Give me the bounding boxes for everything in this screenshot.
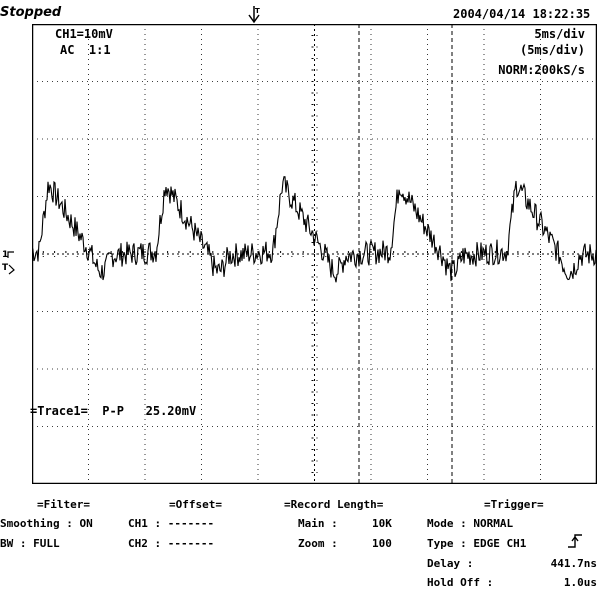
record-length-title: =Record Length= xyxy=(284,498,384,511)
offset-ch1: CH1 : ------- xyxy=(128,517,215,530)
trigger-type: Type : EDGE CH1 xyxy=(427,537,527,550)
trigger-holdoff-label: Hold Off : xyxy=(427,576,494,589)
acq-mode-rate: NORM:200kS/s xyxy=(498,63,585,77)
svg-text:T: T xyxy=(2,263,9,273)
trigger-title: =Trigger= xyxy=(484,498,544,511)
filter-smoothing: Smoothing : ON xyxy=(0,517,93,530)
channel-scale: CH1=10mV xyxy=(55,27,113,41)
offset-ch2: CH2 : ------- xyxy=(128,537,215,550)
channel-coupling: AC 1:1 xyxy=(60,43,111,57)
ch1-trace xyxy=(32,176,597,283)
trigger-delay-value: 441.7ns xyxy=(550,557,597,570)
offset-title: =Offset= xyxy=(169,498,222,511)
svg-text:1: 1 xyxy=(2,250,8,260)
record-zoom-value: 100 xyxy=(372,537,392,550)
trigger-mode: Mode : NORMAL xyxy=(427,517,514,530)
record-main-value: 10K xyxy=(372,517,392,530)
acquisition-status: Stopped xyxy=(0,5,62,20)
filter-title: =Filter= xyxy=(37,498,90,511)
time-div-paren: (5ms/div) xyxy=(519,43,585,57)
ground-level-marker-icon: 1 T xyxy=(2,250,15,275)
date-time: 2004/04/14 18:22:35 xyxy=(453,7,591,21)
waveform-display xyxy=(32,24,597,484)
record-main-label: Main : xyxy=(298,517,338,530)
rising-edge-icon xyxy=(568,534,582,548)
record-zoom-label: Zoom : xyxy=(298,537,338,550)
trigger-position-icon: T xyxy=(248,6,260,24)
svg-text:T: T xyxy=(255,7,260,15)
measurement-readout: =Trace1= P-P 25.20mV xyxy=(30,404,197,418)
time-div: 5ms/div xyxy=(534,27,585,41)
filter-bw: BW : FULL xyxy=(0,537,60,550)
trigger-delay-label: Delay : xyxy=(427,557,474,570)
trigger-holdoff-value: 1.0us xyxy=(563,576,597,589)
